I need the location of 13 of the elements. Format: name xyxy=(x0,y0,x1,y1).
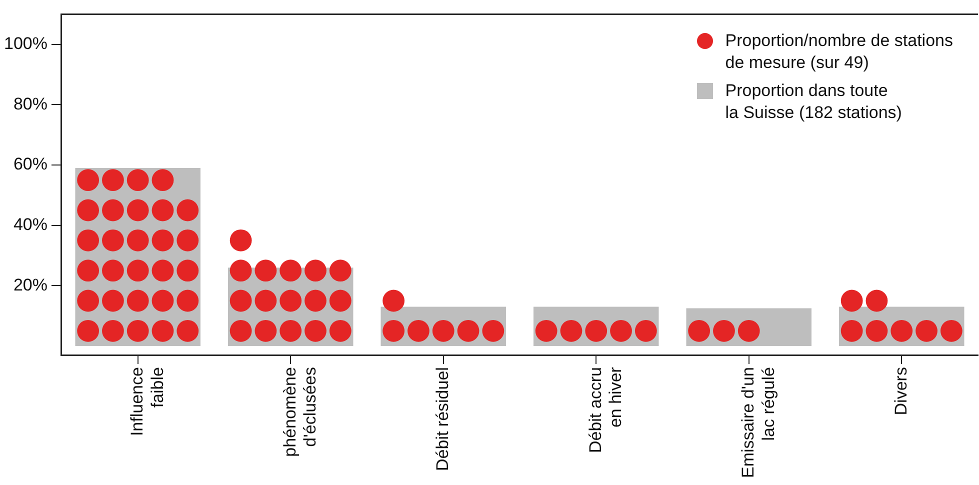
x-tick-label: Divers xyxy=(891,367,910,416)
x-tick-label: Emissaire d'un lac régulé xyxy=(738,367,778,478)
legend-label: Proportion dans toute la Suisse (182 stations) xyxy=(725,80,902,124)
y-tick-label: 20% xyxy=(13,275,48,294)
x-tick-label: Influence faible xyxy=(128,367,167,436)
y-tick-label: 60% xyxy=(13,154,48,174)
y-tick-label: 80% xyxy=(13,94,48,114)
x-tick-label: phénomène d'éclusées xyxy=(280,367,320,457)
legend-label: Proportion/nombre de stations de mesure (sur 49) xyxy=(725,30,953,74)
x-tick-label: Débit accru en hiver xyxy=(586,366,626,454)
y-tick-label: 100% xyxy=(4,34,48,54)
y-tick-label: 40% xyxy=(13,215,48,234)
x-tick-label: Débit résiduel xyxy=(433,367,452,471)
